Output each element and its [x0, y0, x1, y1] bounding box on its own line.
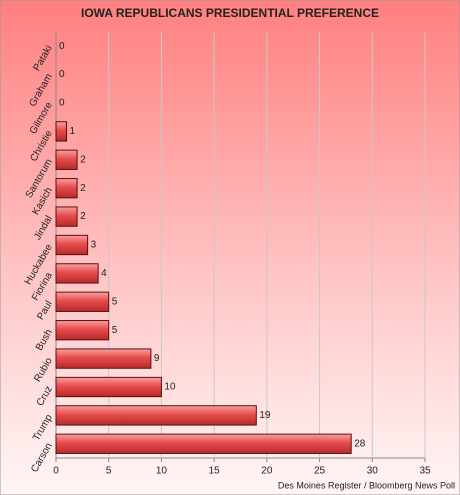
data-label: 2	[80, 211, 86, 222]
data-label: 28	[354, 438, 366, 449]
data-label: 4	[101, 268, 107, 279]
bar	[55, 206, 78, 227]
chart-title: IOWA REPUBLICANS PRESIDENTIAL PREFERENCE	[81, 6, 379, 20]
bar	[55, 433, 352, 454]
x-tick-label: 25	[314, 466, 326, 477]
bar	[55, 263, 99, 284]
x-tick-label: 10	[156, 466, 168, 477]
data-label: 5	[112, 325, 118, 336]
data-label: 10	[164, 382, 176, 393]
bar	[55, 178, 78, 199]
data-label: 5	[112, 296, 118, 307]
data-label: 2	[80, 183, 86, 194]
x-tick-label: 35	[419, 466, 431, 477]
data-label: 9	[154, 353, 160, 364]
source: Des Moines Register / Bloomberg News Pol…	[278, 480, 455, 490]
bar	[55, 376, 162, 398]
x-tick-label: 0	[53, 466, 59, 477]
bar	[55, 320, 110, 341]
data-label: 0	[59, 69, 65, 80]
data-label: 1	[70, 126, 76, 137]
x-tick-label: 20	[261, 466, 273, 477]
data-label: 0	[59, 41, 65, 52]
x-tick-label: 15	[209, 466, 221, 477]
bar	[55, 234, 89, 256]
bar	[55, 405, 257, 426]
bar	[55, 291, 110, 312]
data-label: 2	[80, 154, 86, 165]
data-label: 3	[91, 240, 97, 251]
bar	[55, 149, 78, 170]
data-label: 0	[59, 98, 65, 109]
bar	[55, 348, 152, 369]
data-label: 19	[259, 410, 271, 421]
x-tick-label: 5	[106, 466, 112, 477]
bar	[55, 121, 68, 142]
x-tick-label: 30	[367, 466, 379, 477]
